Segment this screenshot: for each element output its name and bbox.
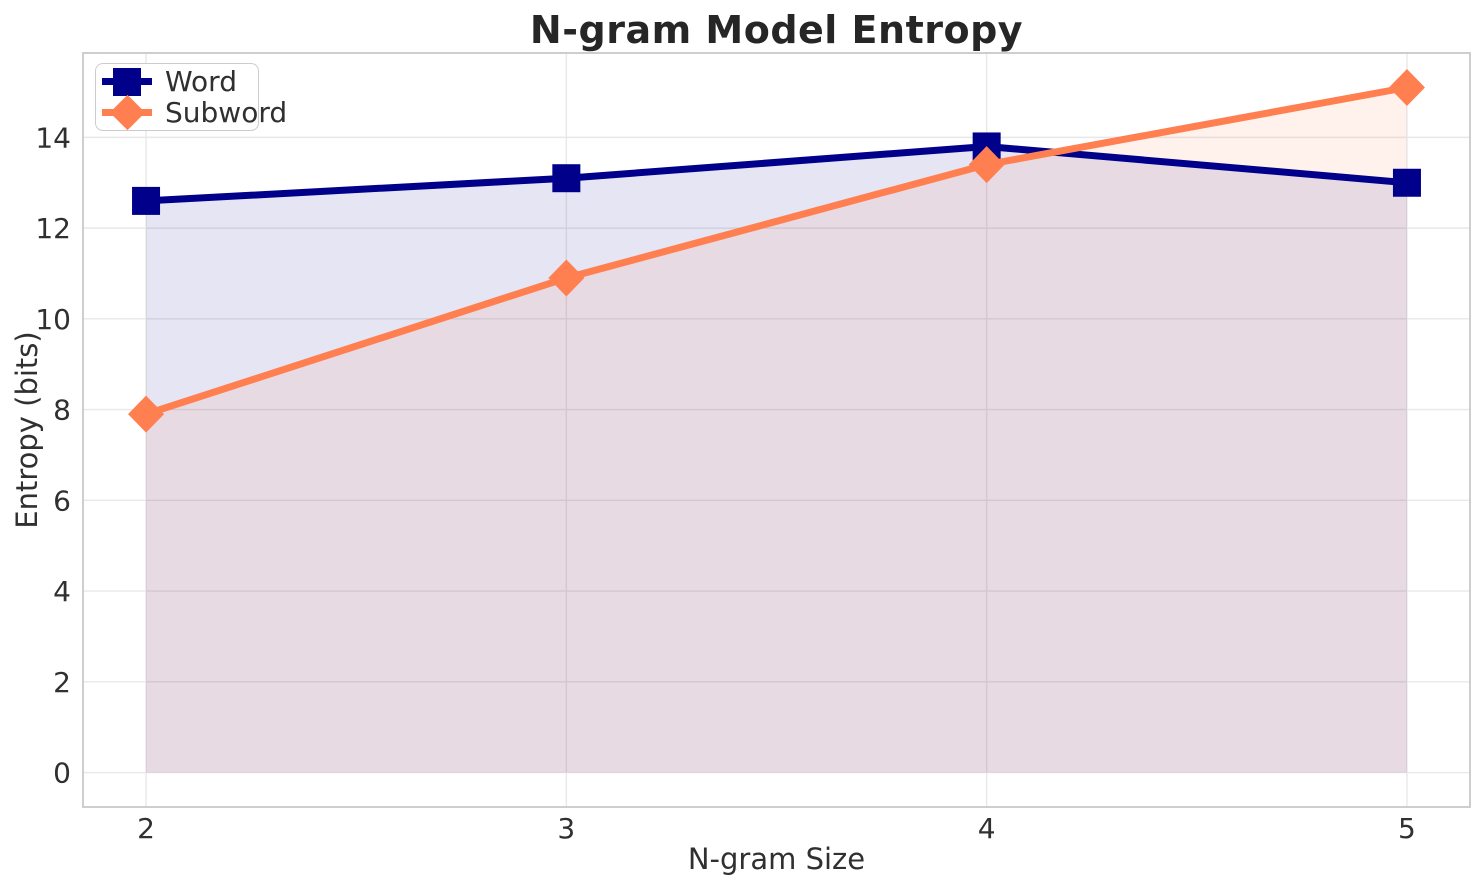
x-axis-label: N-gram Size	[687, 842, 866, 876]
word-data-marker	[552, 164, 581, 193]
word-fill-area	[146, 146, 1407, 773]
y-axis-label: Entropy (bits)	[10, 331, 44, 529]
subword-series-line	[144, 84, 1408, 418]
subword-fill-area	[146, 87, 1407, 773]
x-tick-label: 4	[978, 812, 996, 845]
word-square-marker-icon	[102, 66, 152, 97]
y-tick-label: 2	[53, 666, 71, 699]
subword-data-marker	[548, 259, 585, 297]
y-tick-label: 4	[53, 575, 71, 608]
x-tick-label: 3	[557, 812, 575, 845]
legend-label-word: Word	[165, 64, 237, 98]
subword-data-marker	[128, 395, 165, 433]
word-data-marker	[1392, 168, 1421, 197]
legend-label-subword: Subword	[165, 95, 288, 129]
y-tick-label: 10	[35, 303, 71, 336]
subword-legend-diamond	[109, 94, 145, 131]
x-tick-label: 2	[137, 812, 155, 845]
y-tick-label: 8	[53, 394, 71, 427]
y-tick-label: 0	[53, 757, 71, 790]
chart-title: N-gram Model Entropy	[529, 8, 1024, 52]
subword-data-marker	[968, 146, 1005, 184]
subword-diamond-marker-icon	[102, 94, 152, 131]
plot-border	[82, 52, 1471, 808]
y-tick-label: 14	[35, 121, 71, 154]
legend-item-word: Word	[102, 66, 258, 97]
legend-item-subword: Subword	[102, 94, 287, 131]
y-tick-label: 12	[35, 212, 71, 245]
y-tick-label: 6	[53, 484, 71, 517]
word-legend-square	[113, 67, 141, 96]
word-data-marker	[132, 186, 161, 215]
word-series-line	[145, 142, 1408, 205]
x-tick-label: 5	[1398, 812, 1416, 845]
subword-data-marker	[1388, 68, 1425, 106]
legend: Word Subword	[95, 63, 287, 131]
